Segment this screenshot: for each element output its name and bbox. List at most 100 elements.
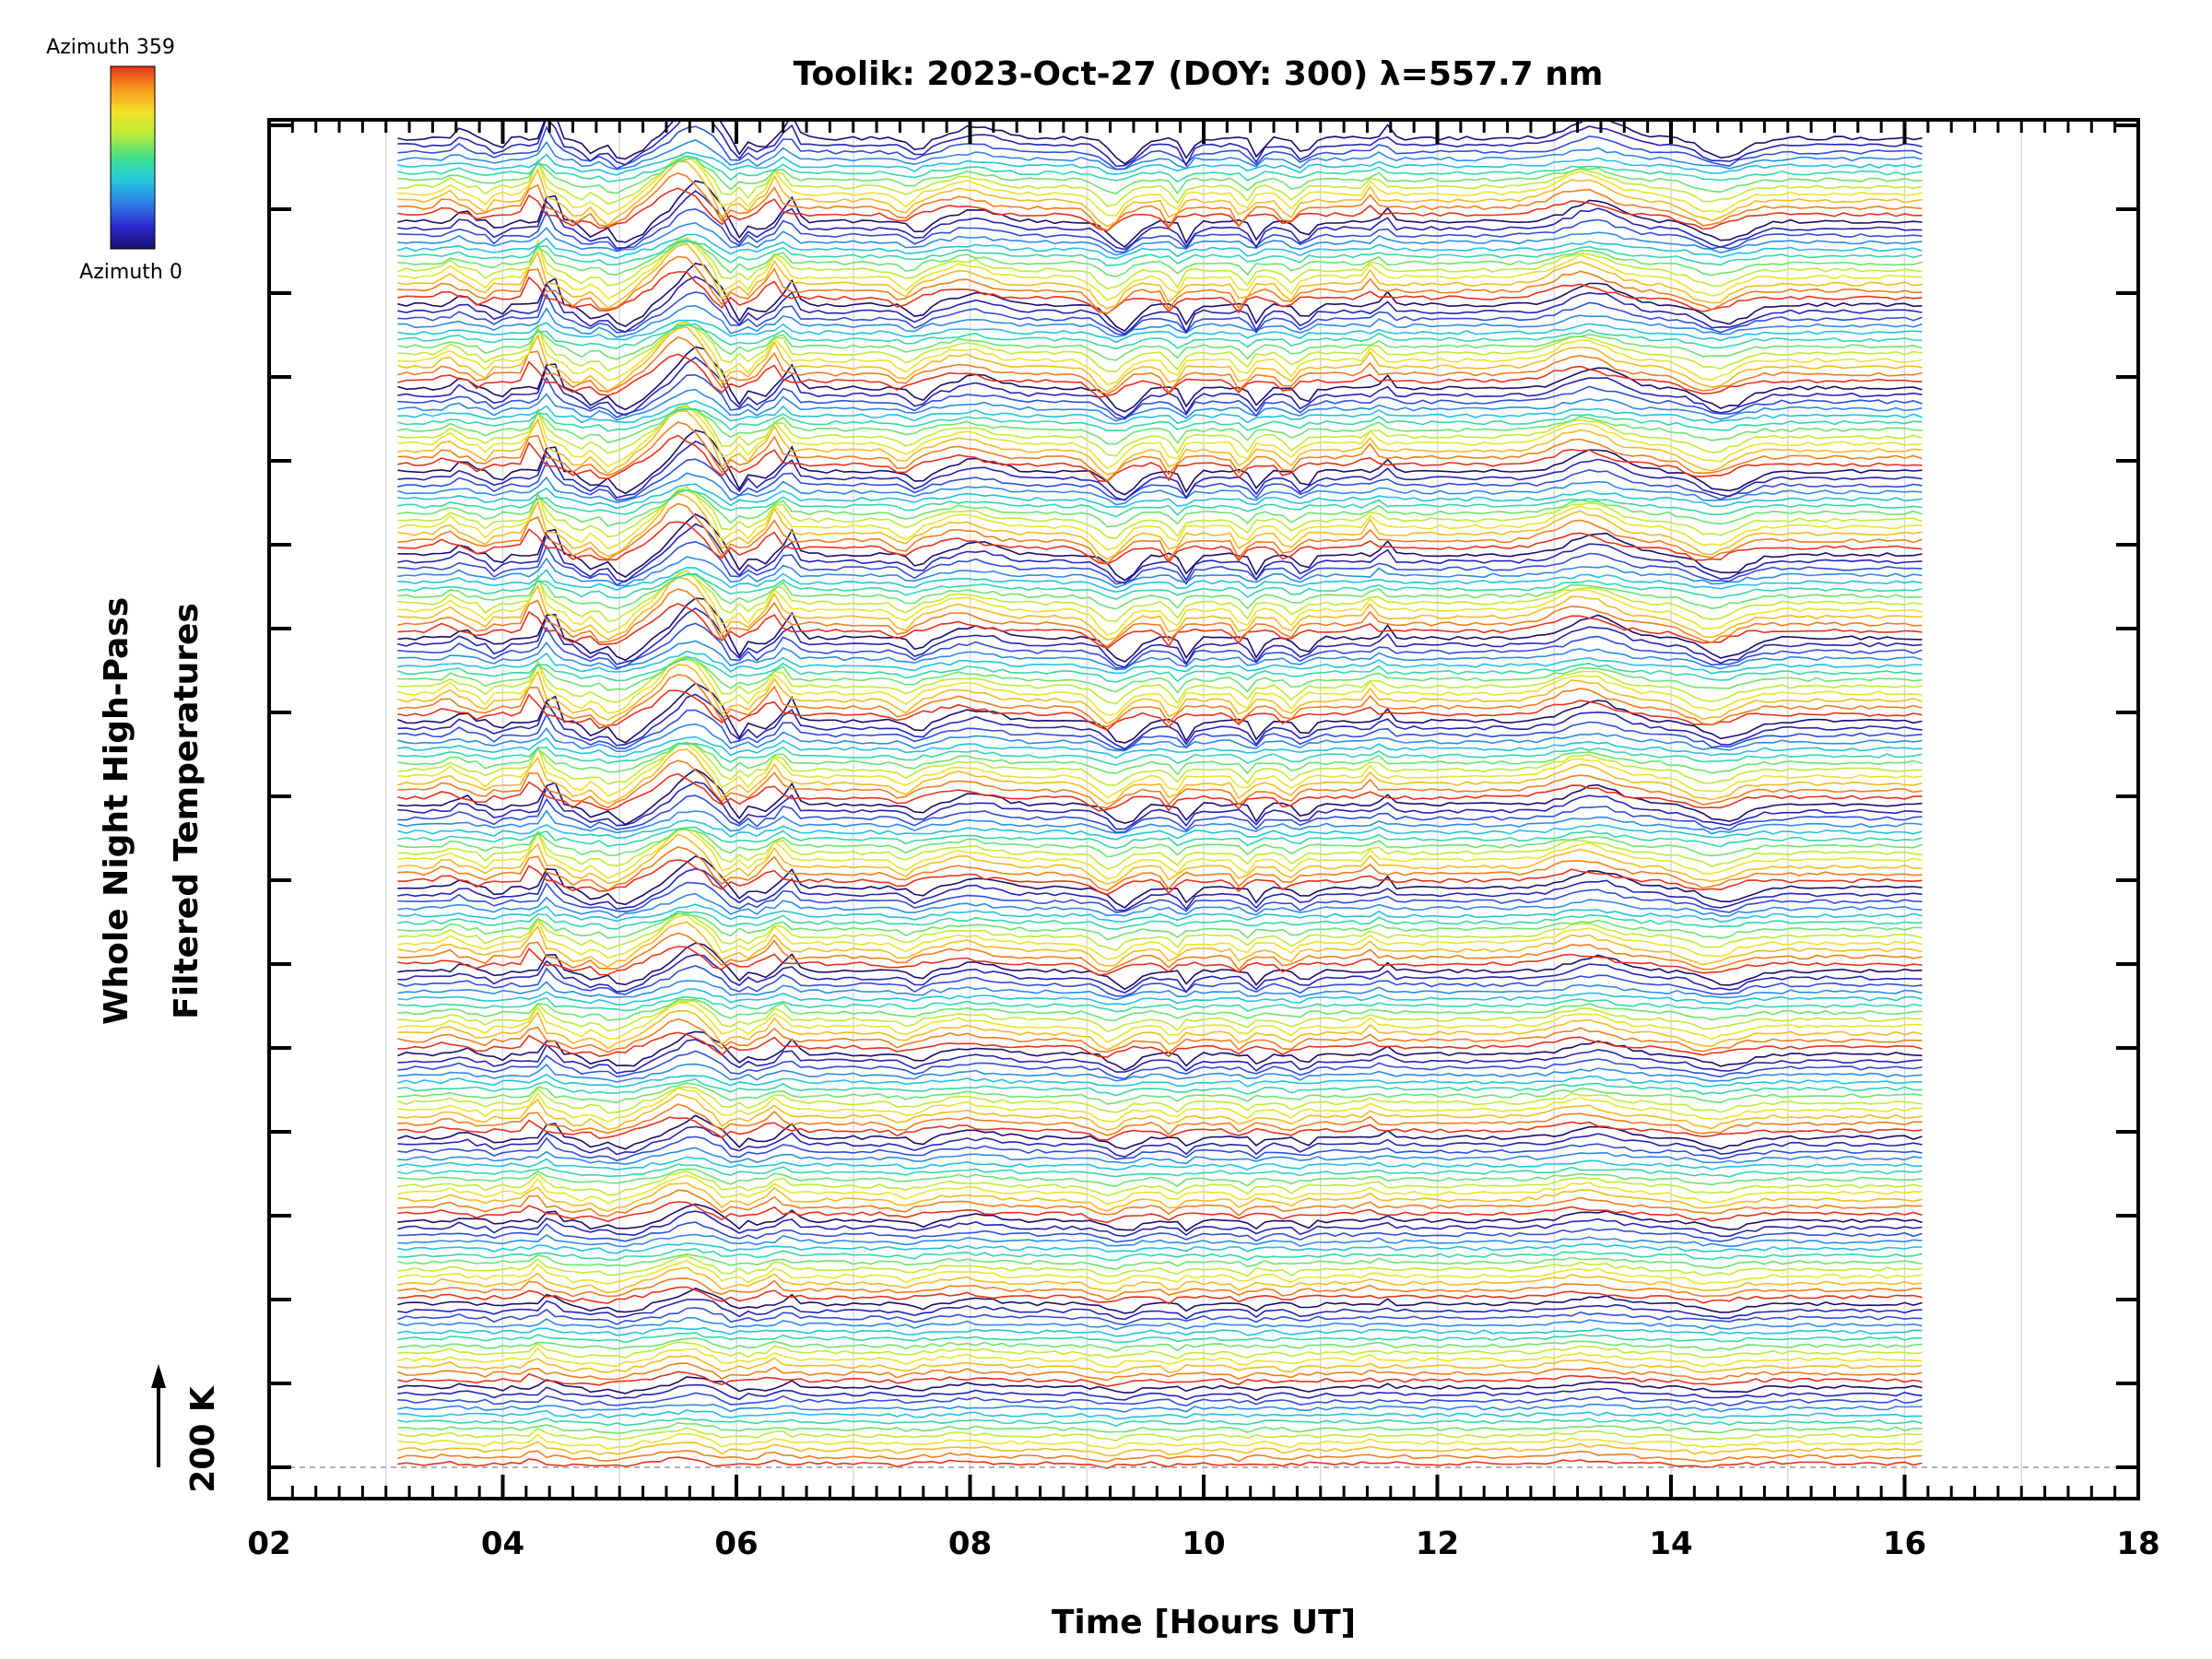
colorbar-gradient <box>110 65 156 250</box>
series-line <box>397 1355 1923 1374</box>
series-line <box>397 513 1923 582</box>
x-tick-label: 18 <box>2116 1525 2159 1562</box>
series-line <box>397 1078 1923 1097</box>
series-line <box>397 409 1923 476</box>
series-line <box>397 1050 1923 1080</box>
series-line <box>397 434 1923 483</box>
series-line <box>397 735 1923 759</box>
series-line <box>397 1254 1923 1277</box>
axis-ticks <box>267 120 2140 1499</box>
series-line <box>397 693 1923 750</box>
series-line <box>397 139 1923 171</box>
series-line <box>397 921 1923 969</box>
series-line <box>397 125 1923 171</box>
series-line <box>397 998 1923 1021</box>
series-line <box>397 523 1923 584</box>
series-line <box>397 953 1923 994</box>
series-line <box>397 567 1923 594</box>
series-line <box>397 492 1923 560</box>
series-line <box>397 408 1923 432</box>
series-line <box>397 1174 1923 1206</box>
series-line <box>397 603 1923 650</box>
series-line <box>397 1086 1923 1114</box>
series-line <box>397 1038 1923 1075</box>
series-line <box>397 489 1923 518</box>
x-tick-label: 16 <box>1883 1525 1926 1562</box>
series-line <box>397 502 1923 564</box>
series-line <box>397 1286 1923 1305</box>
series-line <box>397 846 1923 892</box>
series-line <box>397 1116 1923 1141</box>
series-line <box>397 988 1923 1006</box>
series-line <box>397 1441 1923 1457</box>
series-line <box>397 1063 1923 1083</box>
series-line <box>397 1341 1923 1359</box>
series-line <box>397 650 1923 675</box>
x-tick-label: 06 <box>714 1525 758 1562</box>
series-line <box>397 1371 1923 1387</box>
series-line <box>397 1114 1923 1150</box>
series-line <box>397 655 1923 705</box>
series-line <box>397 353 1923 398</box>
series-line <box>397 323 1923 350</box>
series-line <box>397 809 1923 835</box>
series-line <box>397 1266 1923 1294</box>
series-line <box>397 881 1923 913</box>
x-tick-label: 12 <box>1416 1525 1459 1562</box>
series-line <box>397 324 1923 361</box>
series-line <box>397 855 1923 909</box>
series-line <box>397 742 1923 766</box>
series-line <box>397 155 1923 217</box>
series-line <box>397 1307 1923 1326</box>
series-line <box>397 325 1923 394</box>
series-line <box>397 486 1923 540</box>
series-line <box>397 1241 1923 1254</box>
series-line <box>397 570 1923 636</box>
series-line <box>397 1456 1923 1469</box>
series-line <box>397 1347 1923 1368</box>
series-line <box>397 242 1923 310</box>
series-line <box>397 406 1923 445</box>
series-line <box>397 1009 1923 1051</box>
series-line <box>397 255 1923 315</box>
series-line <box>397 440 1923 501</box>
series-line <box>397 772 1923 812</box>
series-line <box>397 903 1923 924</box>
series-line <box>397 1002 1923 1043</box>
series-line <box>397 1082 1923 1105</box>
series-line <box>397 151 1923 176</box>
series-line <box>397 826 1923 850</box>
series-line <box>397 1031 1923 1058</box>
series-line <box>397 322 1923 386</box>
series-line <box>397 1316 1923 1331</box>
series-line <box>397 570 1923 623</box>
series-line <box>397 742 1923 799</box>
x-tick-label: 04 <box>481 1525 524 1562</box>
series-line <box>397 1030 1923 1071</box>
series-line <box>397 828 1923 858</box>
series-line <box>397 187 1923 232</box>
series-line <box>397 180 1923 249</box>
series-line <box>397 271 1923 314</box>
colorbar-label-bottom: Azimuth 0 <box>79 261 182 284</box>
series-line <box>397 1018 1923 1054</box>
x-tick-label: 14 <box>1649 1525 1692 1562</box>
series-line <box>397 157 1923 195</box>
series-line <box>397 304 1923 338</box>
series-line <box>397 238 1923 301</box>
series-line <box>397 910 1923 931</box>
series-line <box>397 472 1923 506</box>
series-line <box>397 622 1923 669</box>
series-line <box>397 291 1923 336</box>
series-line <box>397 572 1923 600</box>
series-line <box>397 120 1923 168</box>
series-line <box>397 828 1923 870</box>
series-line <box>397 656 1923 716</box>
scale-marker: 200 K <box>151 1364 222 1493</box>
series-line <box>397 689 1923 732</box>
series-line <box>397 1210 1923 1238</box>
series-line <box>397 768 1923 826</box>
series-line <box>397 521 1923 565</box>
series-line <box>397 335 1923 395</box>
scale-label: 200 K <box>184 1385 222 1493</box>
